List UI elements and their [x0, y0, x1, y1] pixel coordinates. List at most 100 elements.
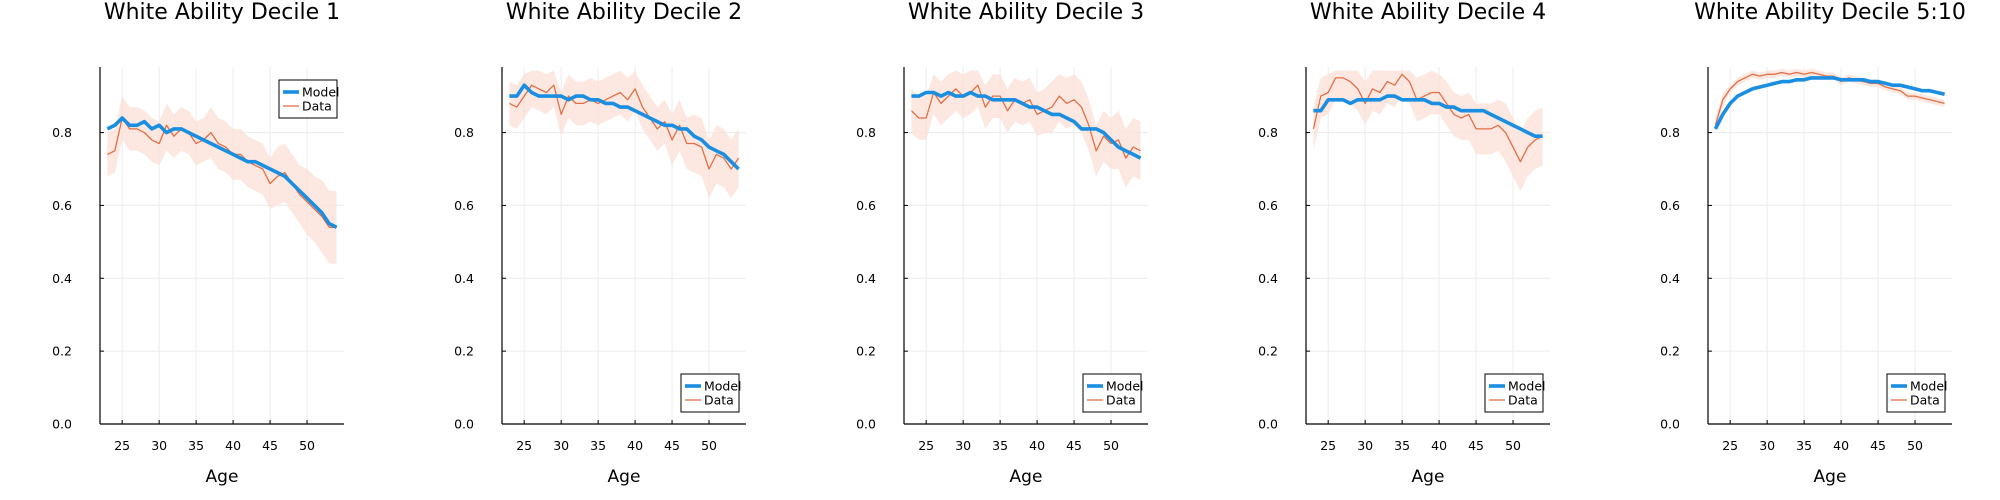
y-tick-label: 0.8: [454, 125, 474, 140]
x-tick-label: 45: [262, 438, 278, 453]
chart-title: White Ability Decile 4: [1310, 0, 1546, 25]
legend-label-data: Data: [302, 99, 332, 114]
x-axis-label: Age: [1412, 467, 1445, 487]
y-tick-label: 0.0: [52, 417, 72, 432]
x-tick-label: 35: [590, 438, 606, 453]
legend-box: [1082, 373, 1142, 413]
legend-label-model: Model: [302, 85, 340, 100]
x-tick-label: 35: [1394, 438, 1410, 453]
chart-title: White Ability Decile 5:10: [1694, 0, 1966, 25]
x-tick-label: 35: [1796, 438, 1812, 453]
y-tick-label: 0.8: [1660, 125, 1680, 140]
legend-label-model: Model: [704, 379, 742, 394]
x-tick-label: 45: [1468, 438, 1484, 453]
legend-label-data: Data: [704, 393, 734, 408]
y-tick-label: 0.4: [52, 271, 72, 286]
x-tick-label: 40: [1833, 438, 1849, 453]
y-tick-label: 0.2: [856, 344, 876, 359]
y-tick-label: 0.0: [856, 417, 876, 432]
y-tick-label: 0.6: [52, 198, 72, 213]
y-tick-label: 0.2: [1258, 344, 1278, 359]
x-tick-label: 50: [299, 438, 315, 453]
y-tick-label: 0.2: [52, 344, 72, 359]
data-series-line: [1312, 73, 1543, 163]
x-tick-label: 25: [114, 438, 130, 453]
x-tick-label: 25: [1722, 438, 1738, 453]
x-tick-label: 35: [188, 438, 204, 453]
x-tick-label: 40: [1431, 438, 1447, 453]
x-tick-label: 50: [1907, 438, 1923, 453]
chart-panel-4: White Ability Decile 4 25 30 35 40 45 50 0.0 0.2…: [1258, 0, 1550, 487]
data-confidence-band: [509, 70, 739, 199]
x-axis-label: Age: [1010, 467, 1043, 487]
y-tick-label: 0.6: [1258, 198, 1278, 213]
data-confidence-band: [1313, 70, 1543, 191]
legend-label-data: Data: [1106, 393, 1136, 408]
y-tick-label: 0.8: [52, 125, 72, 140]
legend-box: [1886, 373, 1946, 413]
legend-label-model: Model: [1508, 379, 1546, 394]
y-tick-label: 0.0: [454, 417, 474, 432]
data-series-line: [107, 117, 337, 228]
y-tick-label: 0.0: [1258, 417, 1278, 432]
y-tick-label: 0.2: [454, 344, 474, 359]
data-confidence-band: [911, 70, 1141, 188]
y-tick-label: 0.4: [1660, 271, 1680, 286]
x-tick-label: 25: [1320, 438, 1336, 453]
x-tick-label: 35: [992, 438, 1008, 453]
chart-title: White Ability Decile 1: [104, 0, 340, 25]
x-tick-label: 30: [955, 438, 971, 453]
model-series-line: [911, 90, 1142, 160]
y-tick-label: 0.6: [856, 198, 876, 213]
legend-label-model: Model: [1910, 379, 1948, 394]
chart-panel-3: White Ability Decile 3 25 30 35 40 45 50 0.0 0.2…: [856, 0, 1148, 487]
x-tick-label: 30: [1357, 438, 1373, 453]
x-tick-label: 45: [1870, 438, 1886, 453]
x-tick-label: 45: [1066, 438, 1082, 453]
model-series-line: [509, 83, 740, 171]
x-tick-label: 30: [553, 438, 569, 453]
x-tick-label: 30: [1759, 438, 1775, 453]
model-series-line: [1713, 76, 1946, 130]
x-tick-label: 45: [664, 438, 680, 453]
y-tick-label: 0.0: [1660, 417, 1680, 432]
y-tick-label: 0.4: [1258, 271, 1278, 286]
legend-label-data: Data: [1508, 393, 1538, 408]
y-tick-label: 0.8: [1258, 125, 1278, 140]
chart-panel-2: White Ability Decile 2 25 30 35 40 45 50 0.0 0.2…: [454, 0, 746, 487]
model-series-line: [106, 116, 338, 229]
x-axis-label: Age: [206, 467, 239, 487]
legend-label-data: Data: [1910, 393, 1940, 408]
x-tick-label: 40: [225, 438, 241, 453]
x-tick-label: 25: [918, 438, 934, 453]
chart-panel-1: White Ability Decile 1 25 30 35 40 45 50 0.0 0.2…: [52, 0, 344, 487]
legend-label-model: Model: [1106, 379, 1144, 394]
x-tick-label: 50: [1103, 438, 1119, 453]
x-tick-label: 30: [151, 438, 167, 453]
x-tick-label: 50: [1505, 438, 1521, 453]
model-series-line: [1313, 94, 1543, 138]
y-tick-label: 0.8: [856, 125, 876, 140]
y-tick-label: 0.4: [856, 271, 876, 286]
legend-box: [680, 373, 740, 413]
legend-box: [278, 79, 338, 119]
chart-panel-5: White Ability Decile 5:10 25 30 35 40 45 50 0.0…: [1660, 0, 1966, 487]
y-tick-label: 0.2: [1660, 344, 1680, 359]
data-confidence-band: [107, 96, 337, 264]
x-tick-label: 50: [701, 438, 717, 453]
x-tick-label: 40: [1029, 438, 1045, 453]
x-tick-label: 25: [516, 438, 532, 453]
y-tick-label: 0.4: [454, 271, 474, 286]
x-tick-label: 40: [627, 438, 643, 453]
x-axis-label: Age: [1814, 467, 1847, 487]
y-tick-label: 0.6: [454, 198, 474, 213]
y-tick-label: 0.6: [1660, 198, 1680, 213]
chart-title: White Ability Decile 2: [506, 0, 742, 25]
x-axis-label: Age: [608, 467, 641, 487]
